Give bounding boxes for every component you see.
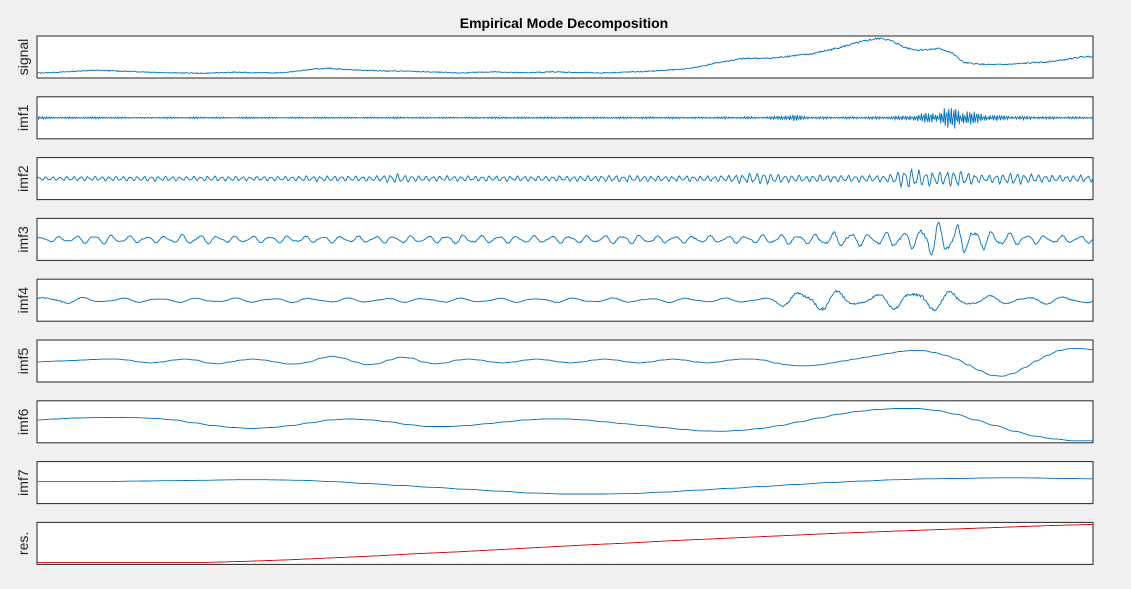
series-line-imf2 — [36, 167, 1094, 189]
y-axis-label: imf1 — [15, 104, 31, 131]
chart-title: Empirical Mode Decomposition — [460, 15, 668, 31]
panel-imf6: imf6 — [15, 400, 1094, 444]
y-axis-label: imf2 — [15, 165, 31, 192]
axes-box — [36, 217, 1094, 261]
axes-box — [36, 339, 1094, 383]
y-axis-label: res. — [15, 532, 31, 555]
panel-imf4: imf4 — [15, 278, 1094, 322]
axes-box — [36, 461, 1094, 505]
axes-box — [36, 521, 1094, 565]
series-line-imf7 — [37, 477, 1093, 495]
axes-box — [36, 35, 1094, 79]
panels: signal imf1 imf2 imf3 imf4 imf5 imf6 imf7 res. — [15, 35, 1094, 565]
series-line-imf5 — [37, 348, 1093, 377]
y-axis-label: imf6 — [15, 408, 31, 435]
panel-imf7: imf7 — [15, 461, 1094, 505]
panel-imf5: imf5 — [15, 339, 1094, 383]
series-line-imf6 — [37, 408, 1093, 442]
panel-res: res. — [15, 521, 1094, 565]
series-line-imf3 — [36, 221, 1094, 256]
panel-imf3: imf3 — [15, 217, 1094, 261]
series-line-imf1 — [36, 107, 1094, 129]
series-line-signal — [36, 37, 1094, 75]
y-axis-label: imf7 — [15, 469, 31, 496]
y-axis-label: imf4 — [15, 287, 31, 314]
y-axis-label: imf3 — [15, 226, 31, 253]
panel-signal: signal — [15, 35, 1094, 79]
y-axis-label: signal — [15, 39, 31, 76]
series-line-imf4 — [36, 289, 1094, 312]
y-axis-label: imf5 — [15, 348, 31, 375]
panel-imf2: imf2 — [15, 157, 1094, 201]
panel-imf1: imf1 — [15, 96, 1094, 140]
axes-box — [36, 400, 1094, 444]
series-line-res — [37, 523, 1093, 563]
